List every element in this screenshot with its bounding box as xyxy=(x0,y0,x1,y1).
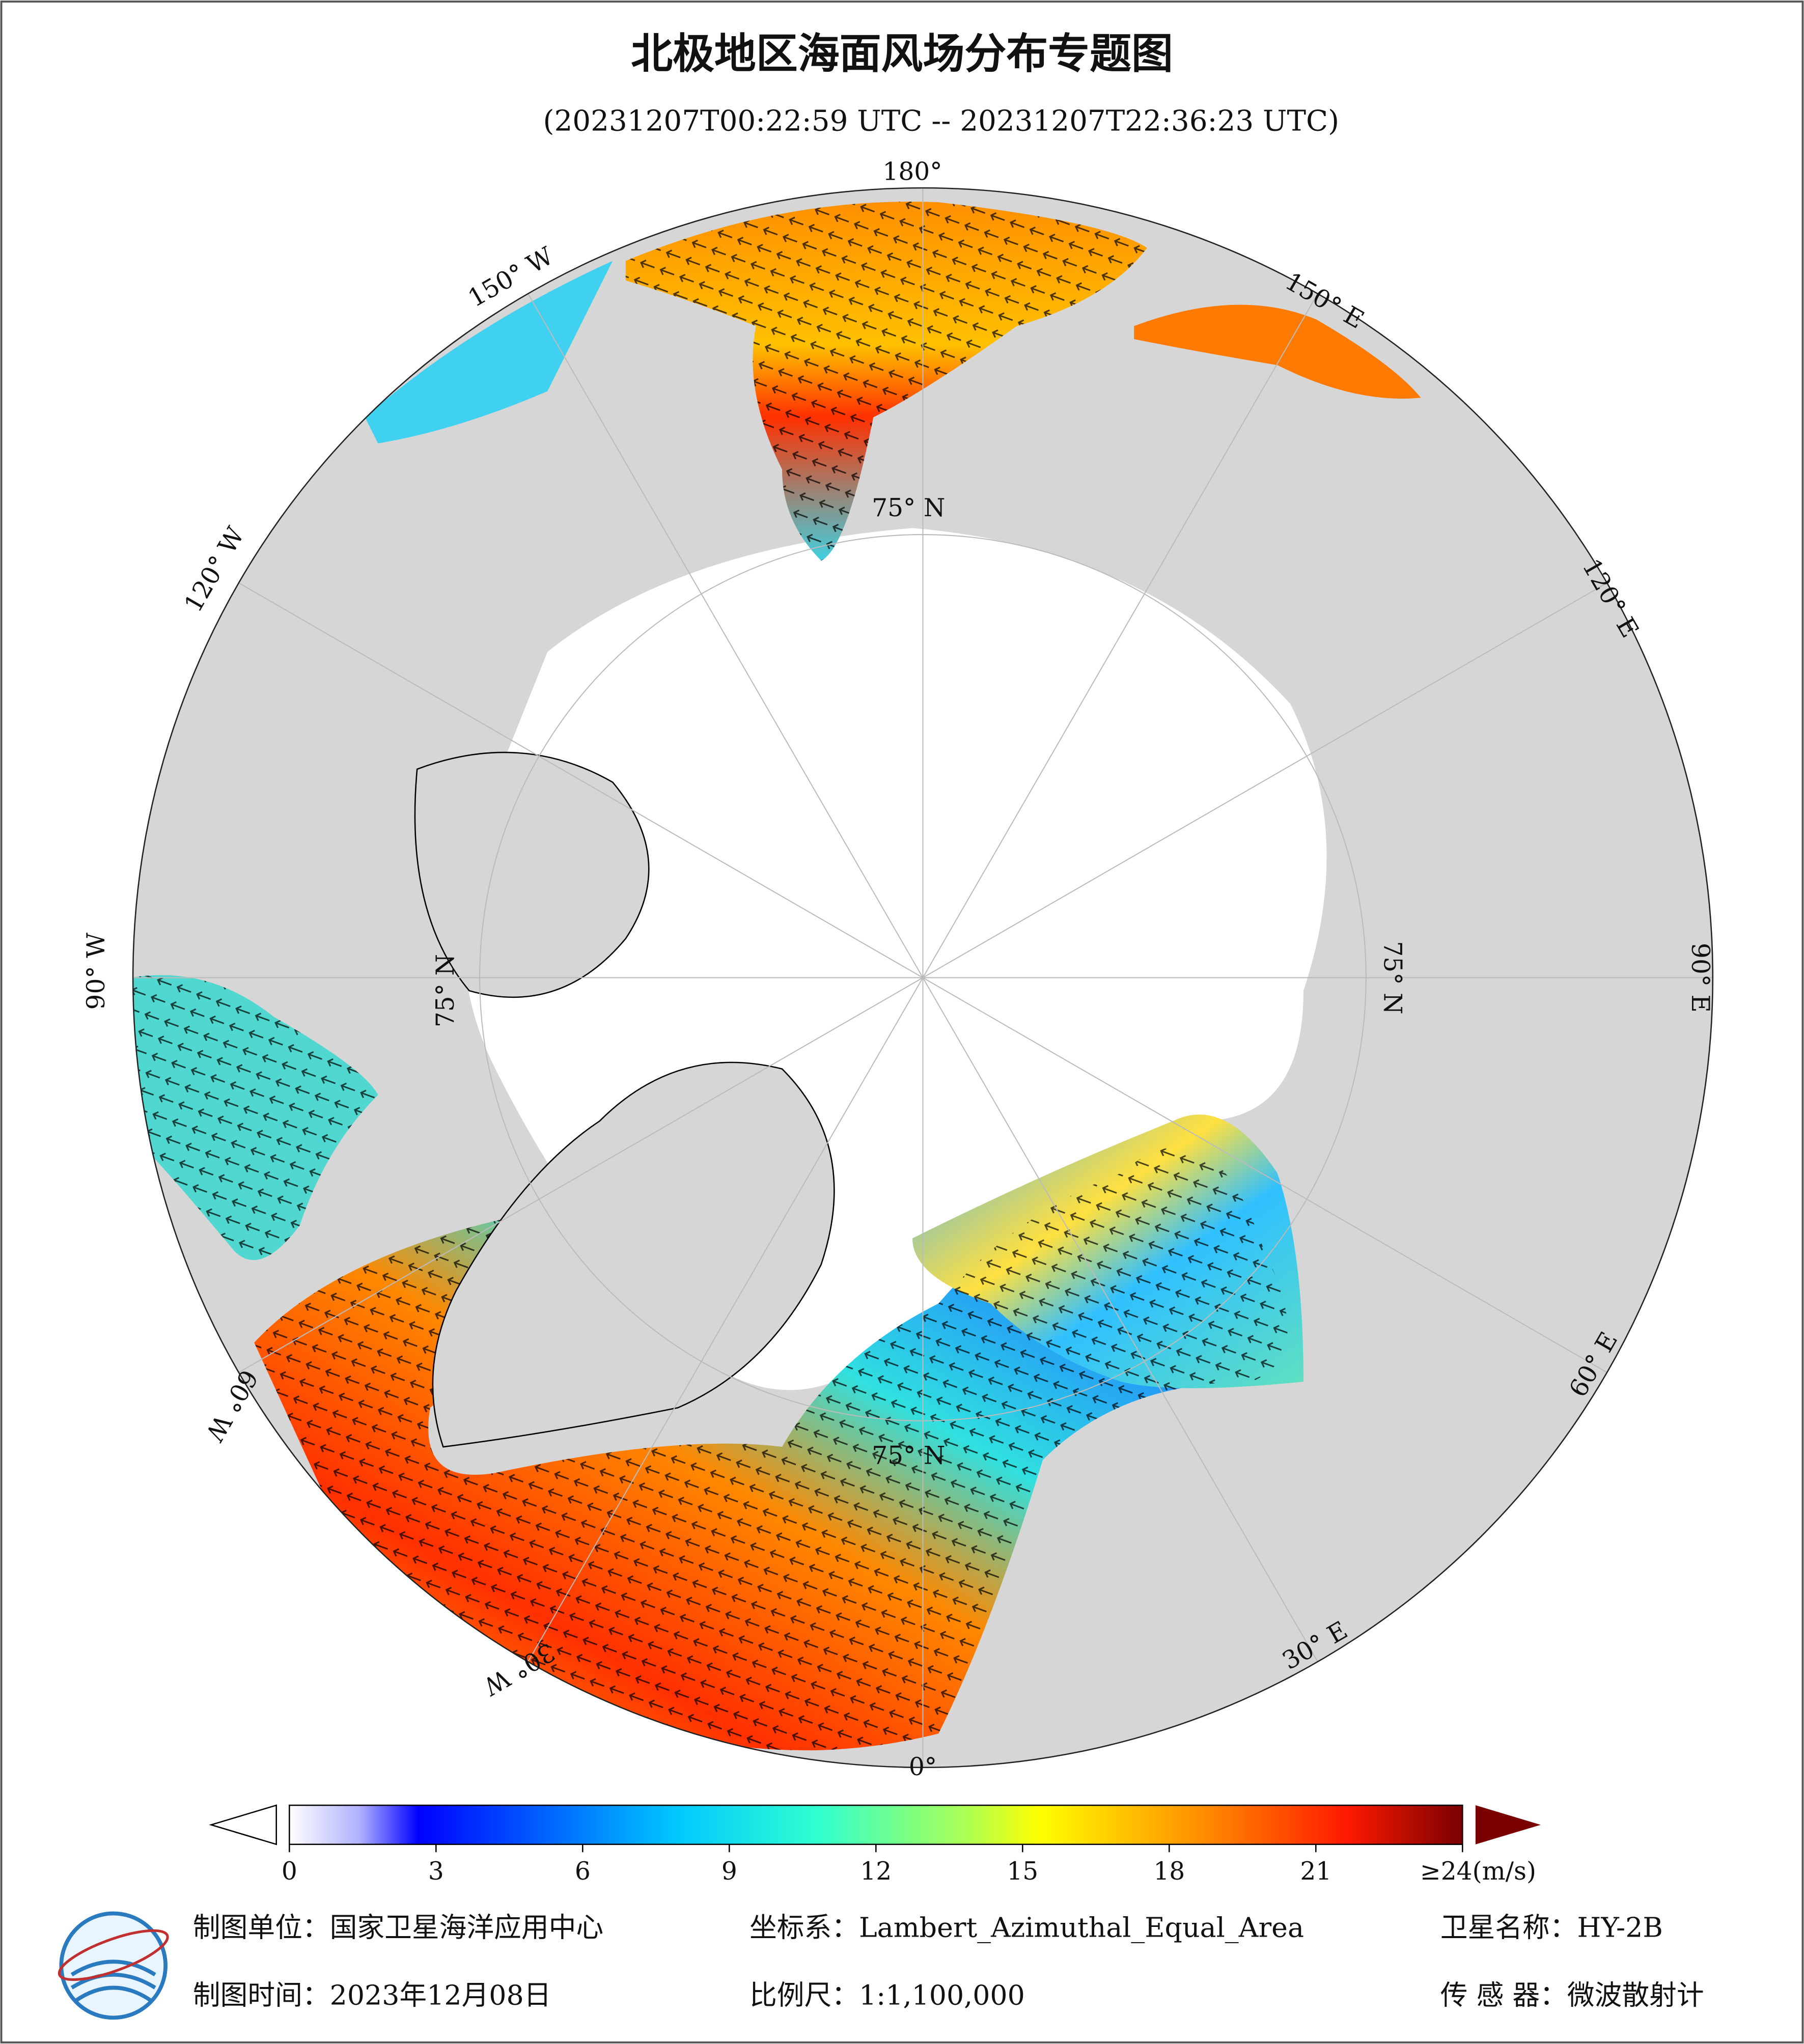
colorbar-tick-label: 12 xyxy=(860,1857,892,1886)
colorbar-tick-label: 3 xyxy=(428,1857,444,1886)
latitude-label: 75° N xyxy=(431,954,460,1027)
colorbar-tick-label: 15 xyxy=(1007,1857,1038,1886)
colorbar-tick-label: 6 xyxy=(575,1857,591,1886)
logo xyxy=(58,1911,169,2020)
footer-text: 比例尺：1:1,100,000 xyxy=(750,1979,1025,2011)
land-archipelago xyxy=(414,751,650,998)
footer-text: 传 感 器：微波散射计 xyxy=(1440,1979,1704,2011)
footer: 制图单位：国家卫星海洋应用中心 坐标系：Lambert_Azimuthal_Equ… xyxy=(193,1912,1704,2011)
latitude-label: 75° N xyxy=(872,1441,945,1470)
wind-east-siberian xyxy=(1134,304,1421,399)
meridian-label: 90° W xyxy=(82,933,110,1010)
colorbar-tick-label: ≥24(m/s) xyxy=(1420,1857,1536,1886)
meridian-label: 60° W xyxy=(200,1365,263,1446)
wind-alaska xyxy=(365,261,613,443)
footer-text: 制图单位：国家卫星海洋应用中心 xyxy=(193,1912,603,1944)
graticule xyxy=(133,188,1713,1768)
colorbar-tick-label: 18 xyxy=(1153,1857,1185,1886)
colorbar-tick-label: 21 xyxy=(1300,1857,1331,1886)
latitude-label: 75° N xyxy=(1378,941,1407,1014)
colorbar-ticks: 0 3 6 9 12 15 18 21 ≥24(m/s) xyxy=(282,1844,1536,1886)
meridian-label: 180° xyxy=(882,158,942,186)
colorbar-tick-label: 0 xyxy=(282,1857,297,1886)
colorbar-tick-label: 9 xyxy=(721,1857,737,1886)
latitude-label: 75° N xyxy=(872,494,945,522)
land-greenland xyxy=(432,1061,835,1448)
colorbar-under xyxy=(209,1804,277,1845)
wind-arrows xyxy=(133,975,1288,1751)
footer-text: 制图时间：2023年12月08日 xyxy=(193,1979,551,2011)
meridian-label: 90° E xyxy=(1686,943,1714,1013)
subtitle: (20231207T00:22:59 UTC -- 20231207T22:36… xyxy=(543,104,1340,137)
footer-text: 卫星名称：HY-2B xyxy=(1440,1912,1663,1944)
colorbar xyxy=(289,1804,1463,1845)
wind-arrows xyxy=(625,202,1147,561)
footer-text: 坐标系：Lambert_Azimuthal_Equal_Area xyxy=(750,1912,1304,1944)
map-border xyxy=(132,187,1714,1769)
meridian-label: 0° xyxy=(909,1753,937,1781)
title: 北极地区海面风场分布专题图 xyxy=(631,30,1173,78)
colorbar-over xyxy=(1475,1805,1541,1844)
map xyxy=(133,188,1713,1768)
